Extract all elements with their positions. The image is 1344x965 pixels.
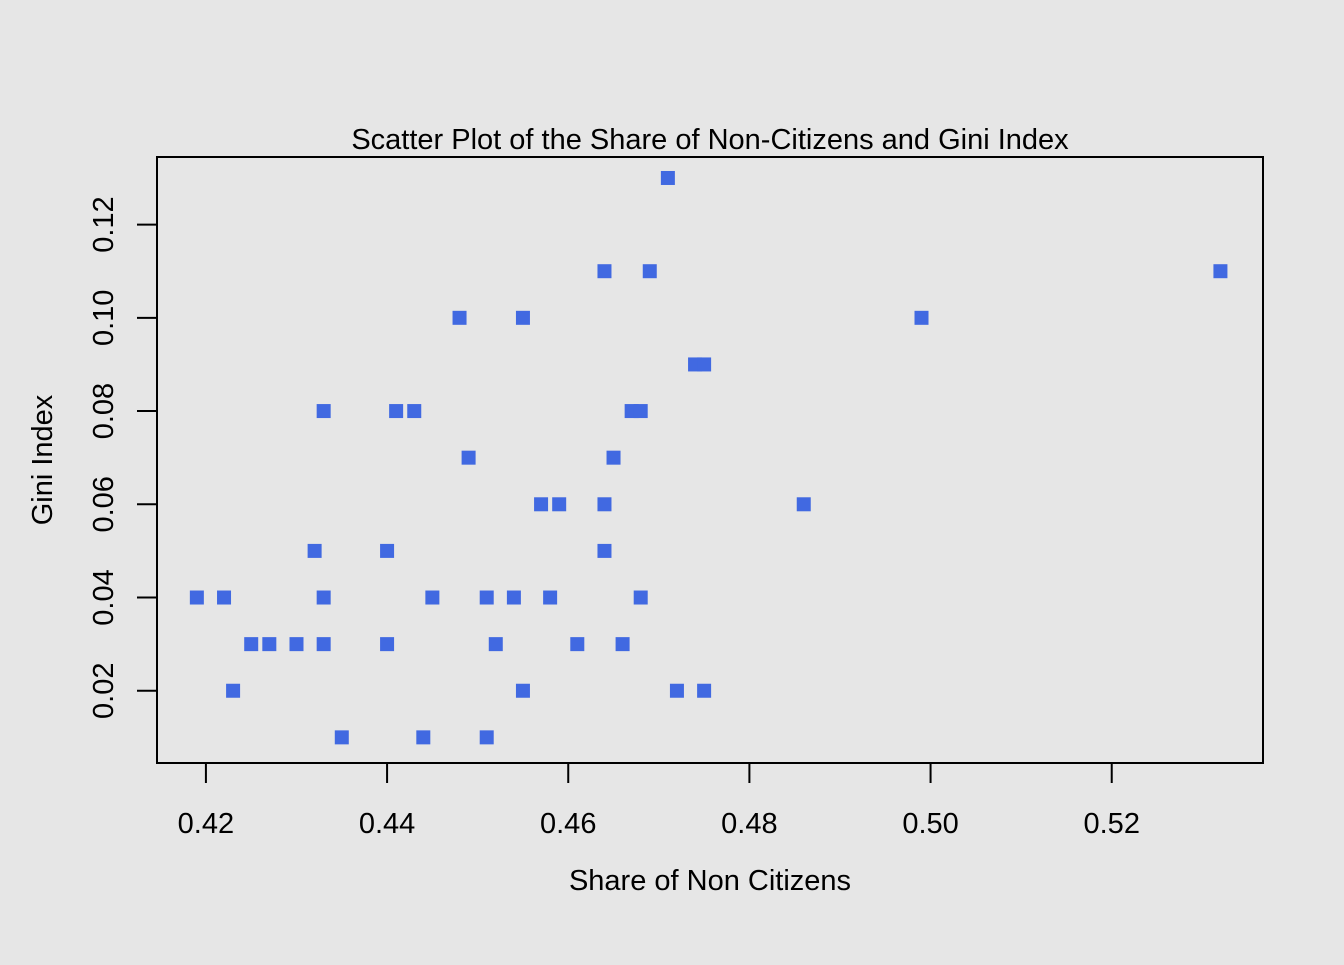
data-point bbox=[389, 404, 404, 419]
data-point bbox=[697, 683, 712, 698]
data-point bbox=[506, 590, 521, 605]
x-tick-label: 0.52 bbox=[1084, 808, 1140, 840]
data-point bbox=[597, 497, 612, 512]
x-tick-label: 0.48 bbox=[721, 808, 777, 840]
plot-frame bbox=[156, 156, 1264, 764]
x-tick-label: 0.46 bbox=[540, 808, 596, 840]
x-axis: 0.42 0.44 0.46 0.48 0.50 0.52 bbox=[178, 762, 1140, 840]
y-tick-label: 0.12 bbox=[88, 196, 120, 252]
data-point bbox=[262, 637, 277, 652]
data-point bbox=[407, 404, 422, 419]
data-point bbox=[425, 590, 440, 605]
data-point bbox=[570, 637, 585, 652]
data-point bbox=[552, 497, 567, 512]
data-point bbox=[615, 637, 630, 652]
data-point bbox=[289, 637, 304, 652]
data-point bbox=[189, 590, 204, 605]
data-point bbox=[316, 637, 331, 652]
data-point bbox=[334, 730, 349, 745]
data-point bbox=[697, 357, 712, 372]
data-point bbox=[515, 683, 530, 698]
data-point bbox=[479, 730, 494, 745]
data-point bbox=[452, 310, 467, 325]
data-point bbox=[642, 264, 657, 279]
data-point bbox=[307, 543, 322, 558]
data-points bbox=[189, 170, 1228, 745]
data-point bbox=[461, 450, 476, 465]
y-axis-label: Gini Index bbox=[27, 394, 59, 525]
data-point bbox=[606, 450, 621, 465]
data-point bbox=[796, 497, 811, 512]
y-axis: 0.02 0.04 0.06 0.08 0.10 0.12 bbox=[88, 196, 158, 719]
data-point bbox=[416, 730, 431, 745]
data-point bbox=[479, 590, 494, 605]
data-point bbox=[534, 497, 549, 512]
data-point bbox=[597, 543, 612, 558]
data-point bbox=[380, 543, 395, 558]
data-point bbox=[316, 404, 331, 419]
x-tick-label: 0.44 bbox=[359, 808, 415, 840]
chart-title: Scatter Plot of the Share of Non-Citizen… bbox=[351, 124, 1069, 156]
data-point bbox=[226, 683, 241, 698]
y-tick-label: 0.04 bbox=[88, 569, 120, 625]
data-point bbox=[1213, 264, 1228, 279]
data-point bbox=[515, 310, 530, 325]
y-tick-label: 0.08 bbox=[88, 383, 120, 439]
data-point bbox=[633, 404, 648, 419]
x-tick-label: 0.42 bbox=[178, 808, 234, 840]
data-point bbox=[217, 590, 232, 605]
data-point bbox=[633, 590, 648, 605]
y-tick-label: 0.06 bbox=[88, 476, 120, 532]
data-point bbox=[669, 683, 684, 698]
y-tick-label: 0.10 bbox=[88, 290, 120, 346]
data-point bbox=[660, 170, 675, 185]
data-point bbox=[597, 264, 612, 279]
data-point bbox=[914, 310, 929, 325]
data-point bbox=[488, 637, 503, 652]
x-tick-label: 0.50 bbox=[902, 808, 958, 840]
data-point bbox=[543, 590, 558, 605]
data-point bbox=[244, 637, 259, 652]
x-axis-label: Share of Non Citizens bbox=[569, 865, 851, 897]
data-point bbox=[316, 590, 331, 605]
y-tick-label: 0.02 bbox=[88, 663, 120, 719]
data-point bbox=[380, 637, 395, 652]
